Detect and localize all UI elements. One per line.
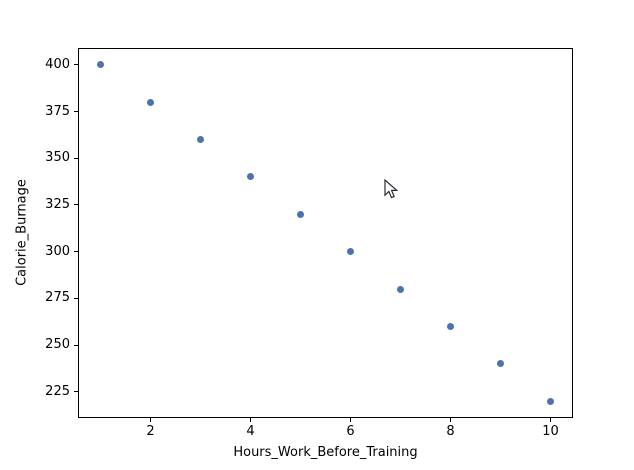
y-tick-label: 325 [45, 196, 70, 212]
x-tick-label: 6 [346, 424, 355, 439]
y-tick-mark [74, 297, 78, 299]
x-tick-label: 2 [146, 424, 155, 439]
x-axis-label: Hours_Work_Before_Training [233, 445, 418, 460]
y-tick-label: 250 [45, 337, 70, 353]
y-tick-label: 400 [45, 56, 70, 72]
x-tick-mark [550, 418, 551, 422]
y-tick-mark [74, 157, 78, 159]
y-tick-label: 225 [45, 383, 70, 399]
x-tick-label: 10 [542, 424, 559, 439]
y-tick-mark [74, 64, 78, 66]
data-point [447, 322, 454, 330]
data-point [147, 98, 154, 106]
y-axis-label: Calorie_Burnage [14, 179, 30, 286]
x-tick-label: 4 [246, 424, 255, 439]
y-tick-mark [74, 111, 78, 113]
y-tick-label: 300 [45, 243, 70, 259]
data-point [97, 61, 104, 69]
data-point [547, 397, 554, 405]
x-tick-mark [250, 418, 251, 422]
y-tick-mark [74, 391, 78, 393]
y-tick-mark [74, 344, 78, 346]
data-point [497, 360, 504, 368]
x-tick-mark [350, 418, 351, 422]
data-point [297, 210, 304, 218]
data-point [247, 173, 254, 181]
y-tick-mark [74, 204, 78, 206]
y-tick-mark [74, 251, 78, 253]
y-tick-label: 350 [45, 150, 70, 166]
y-tick-label: 275 [45, 290, 70, 306]
plot-area[interactable] [78, 48, 573, 418]
data-point [197, 136, 204, 144]
x-tick-mark [150, 418, 151, 422]
y-tick-label: 375 [45, 103, 70, 119]
x-tick-mark [450, 418, 451, 422]
data-point [347, 248, 354, 256]
x-tick-label: 8 [446, 424, 455, 439]
data-point [397, 285, 404, 293]
